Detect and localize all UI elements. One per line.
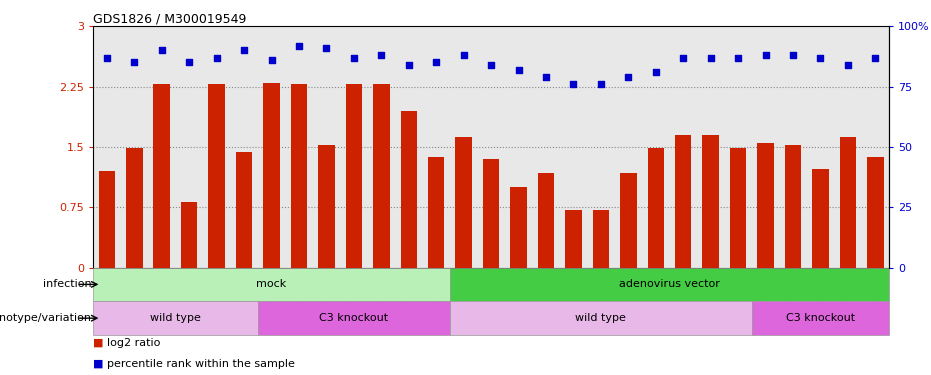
Bar xyxy=(209,84,225,267)
Point xyxy=(538,74,553,80)
Point xyxy=(841,62,856,68)
Bar xyxy=(785,145,802,267)
Bar xyxy=(181,202,197,267)
Bar xyxy=(483,159,499,267)
Point xyxy=(758,52,773,58)
Point xyxy=(374,52,389,58)
Point xyxy=(731,55,746,61)
Text: wild type: wild type xyxy=(150,313,201,323)
Bar xyxy=(565,210,582,267)
Bar xyxy=(455,137,472,267)
Bar xyxy=(154,84,170,267)
Bar xyxy=(428,156,444,267)
Text: wild type: wild type xyxy=(575,313,627,323)
Point xyxy=(182,60,196,66)
Bar xyxy=(812,170,829,267)
Bar xyxy=(752,301,889,335)
Point xyxy=(484,62,499,68)
Bar xyxy=(538,172,554,267)
Bar xyxy=(93,267,450,301)
Point xyxy=(264,57,279,63)
Bar xyxy=(345,84,362,267)
Text: percentile rank within the sample: percentile rank within the sample xyxy=(107,359,295,369)
Bar xyxy=(373,84,389,267)
Text: genotype/variation: genotype/variation xyxy=(0,313,91,323)
Bar xyxy=(757,143,774,267)
Text: C3 knockout: C3 knockout xyxy=(786,313,855,323)
Point xyxy=(703,55,718,61)
Bar xyxy=(400,111,417,267)
Bar xyxy=(840,137,857,267)
Bar xyxy=(99,171,115,267)
Text: log2 ratio: log2 ratio xyxy=(107,338,160,348)
Point xyxy=(868,55,883,61)
Text: adenovirus vector: adenovirus vector xyxy=(619,279,720,290)
Text: GDS1826 / M300019549: GDS1826 / M300019549 xyxy=(93,12,247,25)
Point xyxy=(813,55,828,61)
Point xyxy=(346,55,361,61)
Text: C3 knockout: C3 knockout xyxy=(319,313,388,323)
Bar xyxy=(93,301,258,335)
Point xyxy=(155,47,169,53)
Point xyxy=(236,47,251,53)
Point xyxy=(209,55,224,61)
Point xyxy=(401,62,416,68)
Bar xyxy=(703,135,719,267)
Text: mock: mock xyxy=(256,279,287,290)
Point xyxy=(319,45,334,51)
Point xyxy=(429,60,444,66)
Bar xyxy=(867,156,884,267)
Point xyxy=(621,74,636,80)
Bar xyxy=(318,145,334,267)
Bar xyxy=(510,187,527,267)
Text: infection: infection xyxy=(43,279,91,290)
Bar xyxy=(620,172,637,267)
Bar xyxy=(263,82,279,267)
Bar xyxy=(258,301,450,335)
Point xyxy=(566,81,581,87)
Point xyxy=(511,67,526,73)
Point xyxy=(291,42,306,48)
Point xyxy=(786,52,801,58)
Bar xyxy=(450,301,752,335)
Text: ■: ■ xyxy=(93,338,103,348)
Bar xyxy=(290,84,307,267)
Point xyxy=(593,81,608,87)
Bar xyxy=(236,152,252,267)
Text: ■: ■ xyxy=(93,359,103,369)
Point xyxy=(648,69,663,75)
Bar xyxy=(675,135,692,267)
Bar xyxy=(730,148,747,267)
Point xyxy=(127,60,142,66)
Bar xyxy=(593,210,609,267)
Bar xyxy=(450,267,889,301)
Bar xyxy=(126,148,142,267)
Point xyxy=(456,52,471,58)
Point xyxy=(100,55,115,61)
Bar xyxy=(648,148,664,267)
Point xyxy=(676,55,691,61)
